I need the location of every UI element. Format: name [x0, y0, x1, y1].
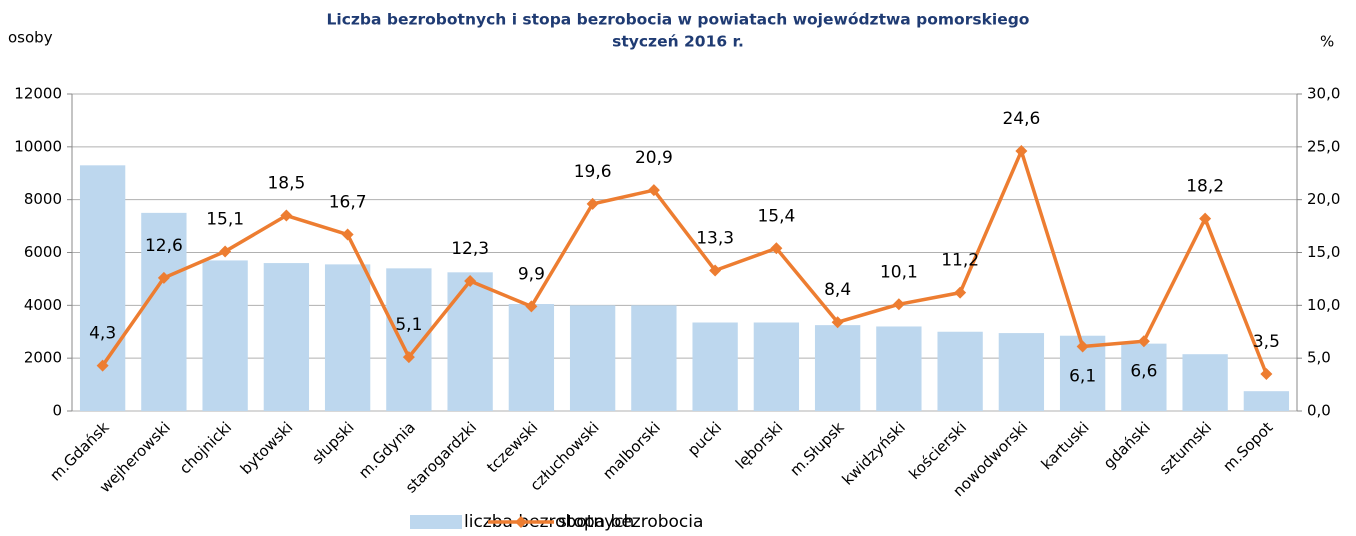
data-label: 3,5 — [1253, 332, 1280, 352]
bar — [753, 322, 800, 411]
x-tick-label: lęborski — [732, 418, 786, 472]
bar — [937, 331, 983, 411]
x-tick-label: kościerski — [905, 418, 970, 483]
data-label: 9,9 — [518, 264, 545, 284]
y2-tick-label: 5,0 — [1307, 349, 1331, 367]
y-tick-label: 8000 — [24, 190, 62, 208]
marker — [1137, 335, 1150, 348]
y2-tick-label: 0,0 — [1307, 402, 1331, 420]
bar — [263, 263, 310, 411]
data-label: 5,1 — [395, 315, 422, 335]
data-label: 18,5 — [267, 174, 305, 194]
y2-tick-label: 25,0 — [1307, 137, 1340, 155]
marker — [525, 300, 538, 313]
bar — [324, 264, 371, 411]
x-tick-label: pucki — [684, 418, 725, 459]
y-tick-label: 0 — [52, 402, 62, 420]
x-tick-label: m.Sopot — [1219, 418, 1276, 475]
y2-tick-label: 30,0 — [1307, 85, 1340, 103]
marker — [96, 359, 109, 372]
line — [101, 146, 1269, 375]
marker — [647, 184, 660, 197]
y2-tick-label: 10,0 — [1307, 296, 1340, 314]
bar — [692, 322, 738, 411]
y-tick-label: 6000 — [24, 243, 62, 261]
x-tick-label: malborski — [599, 418, 664, 483]
chart-subtitle: styczeń 2016 r. — [612, 33, 744, 51]
marker — [1015, 145, 1028, 158]
x-tick-label: sztumski — [1155, 418, 1215, 478]
x-tick-label: chojnicki — [176, 418, 235, 477]
data-label: 6,6 — [1130, 361, 1157, 381]
marker — [954, 286, 967, 299]
data-label: 15,4 — [757, 206, 795, 226]
y2-axis-label: % — [1320, 33, 1334, 51]
marker — [770, 242, 783, 255]
x-tick-label: m.Słupsk — [786, 418, 848, 480]
x-tick-label: gdański — [1100, 418, 1154, 472]
x-tick-label: słupski — [308, 418, 357, 467]
data-label: 12,3 — [451, 239, 489, 259]
bar — [876, 326, 922, 411]
x-tick-label: tczewski — [483, 418, 541, 476]
data-label: 8,4 — [824, 280, 851, 300]
bar — [79, 165, 126, 411]
data-label: 4,3 — [89, 324, 116, 344]
data-label: 18,2 — [1186, 177, 1224, 197]
marker — [402, 351, 415, 364]
x-tick-label: bytowski — [237, 418, 297, 478]
marker — [1076, 340, 1089, 353]
x-tick-label: kartuski — [1038, 418, 1093, 473]
bar — [998, 333, 1045, 411]
y-tick-label: 4000 — [24, 296, 62, 314]
chart-title: Liczba bezrobotnych i stopa bezrobocia w… — [327, 11, 1030, 29]
data-label: 6,1 — [1069, 367, 1096, 387]
marker — [280, 209, 293, 222]
marker — [831, 316, 844, 329]
marker — [892, 298, 905, 311]
marker — [464, 275, 477, 288]
data-label: 10,1 — [880, 262, 918, 282]
y-tick-label: 2000 — [24, 349, 62, 367]
y-tick-label: 10000 — [14, 137, 62, 155]
data-label: 13,3 — [696, 228, 734, 248]
data-label: 19,6 — [574, 162, 612, 182]
y2-tick-label: 15,0 — [1307, 243, 1340, 261]
marker — [709, 264, 722, 277]
marker — [219, 245, 232, 258]
marker — [586, 197, 599, 210]
marker — [157, 271, 170, 284]
bar — [202, 260, 248, 411]
data-label: 24,6 — [1002, 109, 1040, 129]
y-axis-label: osoby — [8, 29, 53, 47]
x-tick-label: m.Gdańsk — [46, 418, 112, 484]
data-label: 12,6 — [145, 236, 183, 256]
bar — [569, 305, 616, 411]
y2-tick-label: 20,0 — [1307, 190, 1340, 208]
marker — [341, 228, 354, 241]
data-label: 15,1 — [206, 209, 244, 229]
bar — [447, 272, 493, 411]
bar — [141, 212, 187, 411]
bar — [814, 325, 861, 411]
y-tick-label: 12000 — [14, 85, 62, 103]
marker — [1260, 368, 1273, 381]
bar — [1182, 354, 1228, 411]
data-label: 20,9 — [635, 148, 673, 168]
marker — [1199, 212, 1212, 225]
bar — [1121, 343, 1167, 411]
data-label: 11,2 — [941, 251, 979, 271]
bar — [1243, 391, 1290, 411]
x-tick-label: m.Gdynia — [355, 418, 419, 482]
x-tick-label: kwidzyński — [838, 418, 908, 488]
bar — [631, 305, 677, 411]
legend-label: stopa bezrobocia — [558, 512, 703, 532]
bar — [508, 304, 555, 411]
legend-marker — [515, 516, 527, 528]
data-label: 16,7 — [329, 193, 367, 213]
legend-swatch — [410, 515, 462, 529]
